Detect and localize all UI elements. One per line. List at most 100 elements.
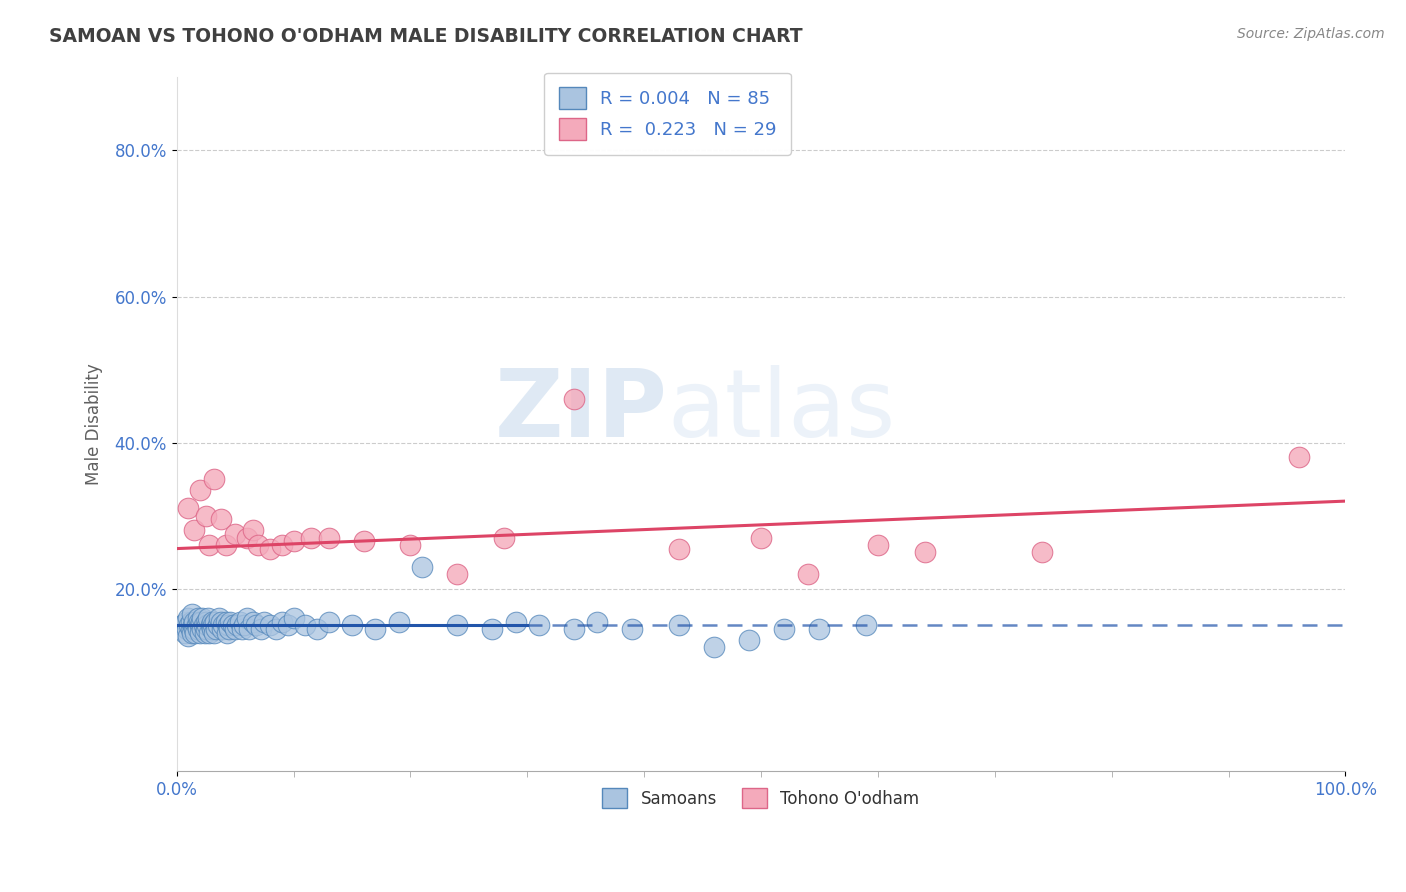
Point [183,615,205,629]
Point [668,541,690,556]
Point [209,615,232,629]
Point [211,622,233,636]
Point [180,622,202,636]
Point [201,615,224,629]
Point [1031,545,1053,559]
Text: SAMOAN VS TOHONO O'ODHAM MALE DISABILITY CORRELATION CHART: SAMOAN VS TOHONO O'ODHAM MALE DISABILITY… [49,27,803,45]
Point [186,618,208,632]
Point [245,618,267,632]
Point [797,567,820,582]
Point [364,622,387,636]
Point [914,545,936,559]
Point [340,618,363,632]
Point [215,625,238,640]
Point [773,622,796,636]
Point [187,622,209,636]
Point [202,625,225,640]
Point [226,618,249,632]
Point [855,618,877,632]
Point [305,622,328,636]
Point [283,611,305,625]
Point [204,615,226,629]
Point [411,559,433,574]
Point [238,622,260,636]
Point [259,541,281,556]
Point [399,538,422,552]
Point [808,622,831,636]
Point [183,524,205,538]
Point [180,615,202,629]
Point [222,618,245,632]
Point [446,618,468,632]
Point [187,615,209,629]
Point [193,618,215,632]
Point [621,622,644,636]
Point [177,611,200,625]
Point [188,483,211,497]
Point [229,615,252,629]
Point [194,615,217,629]
Point [180,625,202,640]
Point [205,622,228,636]
Point [318,615,340,629]
Point [191,611,214,625]
Point [249,622,271,636]
Y-axis label: Male Disability: Male Disability [86,364,103,485]
Point [194,622,217,636]
Point [195,618,218,632]
Text: Source: ZipAtlas.com: Source: ZipAtlas.com [1237,27,1385,41]
Point [176,622,198,636]
Point [446,567,468,582]
Point [505,615,527,629]
Point [586,615,609,629]
Point [219,615,242,629]
Point [738,632,761,647]
Point [208,611,231,625]
Point [231,622,253,636]
Point [188,625,211,640]
Point [179,618,201,632]
Legend: Samoans, Tohono O'odham: Samoans, Tohono O'odham [596,781,927,815]
Point [190,615,212,629]
Point [259,618,281,632]
Point [388,615,411,629]
Point [202,472,225,486]
Point [184,625,207,640]
Point [212,618,235,632]
Text: ZIP: ZIP [495,365,668,457]
Point [749,531,772,545]
Point [177,629,200,643]
Point [181,618,204,632]
Point [191,622,214,636]
Point [177,501,200,516]
Text: atlas: atlas [668,365,896,457]
Point [236,611,259,625]
Point [277,618,299,632]
Point [247,538,270,552]
Point [492,531,515,545]
Point [866,538,889,552]
Point [207,618,229,632]
Point [194,508,217,523]
Point [200,618,222,632]
Point [183,622,205,636]
Point [283,534,305,549]
Point [187,611,209,625]
Point [197,611,219,625]
Point [242,524,264,538]
Point [174,615,197,629]
Point [703,640,725,655]
Point [270,615,292,629]
Point [668,618,690,632]
Point [198,538,221,552]
Point [299,531,322,545]
Point [198,625,221,640]
Point [201,618,224,632]
Point [201,622,224,636]
Point [264,622,287,636]
Point [242,615,264,629]
Point [172,618,194,632]
Point [180,607,202,622]
Point [294,618,316,632]
Point [217,618,239,632]
